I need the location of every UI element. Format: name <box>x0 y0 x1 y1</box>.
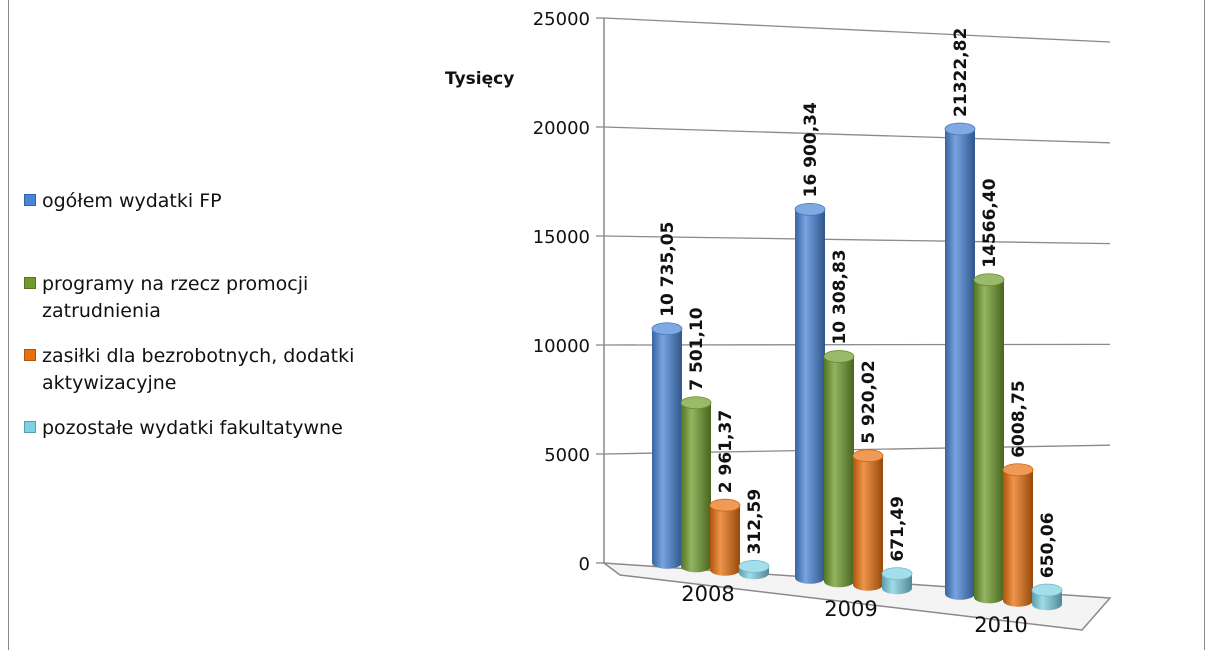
legend-label-benefits: zasiłki dla bezrobotnych, dodatki aktywi… <box>42 345 355 394</box>
legend-swatch-benefits <box>24 349 36 361</box>
y-axis-unit-label: Tysięcy <box>445 69 514 89</box>
bar-2010-1 <box>944 122 976 600</box>
legend-label-other: pozostałe wydatki fakultatywne <box>42 417 343 439</box>
x-tick-label: 2008 <box>681 582 734 606</box>
bar-top <box>1031 583 1063 597</box>
legend-swatch-other <box>24 421 36 433</box>
gridline <box>603 126 1111 144</box>
data-label: 10 308,83 <box>830 249 850 344</box>
legend-item-other: pozostałe wydatki fakultatywne <box>24 415 384 442</box>
legend-label-total: ogółem wydatki FP <box>42 190 222 212</box>
bar-top <box>944 122 976 136</box>
y-tick-label: 20000 <box>533 118 590 139</box>
bar-body <box>710 505 740 576</box>
bar-body <box>795 209 825 584</box>
bar-top <box>973 273 1005 287</box>
frame-right-border <box>1204 0 1205 650</box>
y-tick-label: 5000 <box>544 445 590 466</box>
bar-body <box>652 328 682 569</box>
y-tick-label: 10000 <box>533 336 590 357</box>
bar-body <box>974 279 1004 604</box>
legend-item-programs: programy na rzecz promocji zatrudnienia <box>24 271 384 325</box>
data-label: 16 900,34 <box>801 102 821 197</box>
bar-2009-2 <box>823 350 855 588</box>
legend-item-benefits: zasiłki dla bezrobotnych, dodatki aktywi… <box>24 343 384 397</box>
legend-swatch-total <box>24 194 36 206</box>
bar-2008-4 <box>738 560 770 580</box>
data-label: 14566,40 <box>980 178 1000 267</box>
bar-top <box>823 350 855 363</box>
bar-2009-1 <box>794 202 826 584</box>
x-tick-label: 2010 <box>974 613 1027 637</box>
gridline <box>603 235 1111 245</box>
data-label: 2 961,37 <box>716 410 736 493</box>
bar-top <box>881 567 913 581</box>
bar-top <box>852 449 884 463</box>
bar-body <box>853 455 883 591</box>
bar-2008-1 <box>651 322 683 569</box>
bar-body <box>945 128 975 600</box>
x-axis-category-labels: 2008 2009 2010 <box>681 582 1027 637</box>
bar-2009-3 <box>852 449 884 591</box>
bar-top <box>738 560 770 573</box>
bar-2008-3 <box>709 498 741 576</box>
bar-2010-4 <box>1031 583 1063 611</box>
data-label: 650,06 <box>1038 512 1058 578</box>
gridline <box>603 17 1111 43</box>
data-label: 21322,82 <box>951 28 971 117</box>
gridline <box>603 343 1111 346</box>
frame-left-border <box>8 0 9 650</box>
chart-bars <box>651 122 1063 611</box>
legend-swatch-programs <box>24 277 36 289</box>
y-tick-label: 25000 <box>533 9 590 30</box>
legend-item-total: ogółem wydatki FP <box>24 188 384 215</box>
y-tick-label: 0 <box>579 554 590 575</box>
data-label: 7 501,10 <box>687 307 707 391</box>
bar-top <box>680 396 712 410</box>
bar-2010-3 <box>1002 463 1034 607</box>
x-tick-label: 2009 <box>824 597 877 621</box>
bar-body <box>824 356 854 588</box>
legend: ogółem wydatki FP programy na rzecz prom… <box>24 188 384 460</box>
bar-top <box>794 202 826 216</box>
bar-body <box>681 402 711 573</box>
chart-floor <box>601 562 1112 631</box>
bar-2009-4 <box>881 567 913 595</box>
bar-2008-2 <box>680 396 712 573</box>
legend-label-programs: programy na rzecz promocji zatrudnienia <box>42 273 309 322</box>
data-label: 671,49 <box>888 496 908 562</box>
bar-top <box>1002 463 1034 477</box>
data-label: 6008,75 <box>1009 380 1029 457</box>
data-label: 312,59 <box>745 489 765 555</box>
y-axis-tick-labels: 25000 20000 15000 10000 5000 0 <box>533 9 590 575</box>
bar-top <box>709 498 741 512</box>
bar-top <box>651 322 683 336</box>
data-label: 5 920,02 <box>859 360 879 443</box>
bar-2010-2 <box>973 273 1005 604</box>
data-labels: 10 735,05 7 501,10 2 961,37 312,59 16 900,34… <box>658 28 1058 578</box>
y-tick-label: 15000 <box>533 227 590 248</box>
data-label: 10 735,05 <box>658 222 678 317</box>
bar-body <box>1003 469 1033 607</box>
